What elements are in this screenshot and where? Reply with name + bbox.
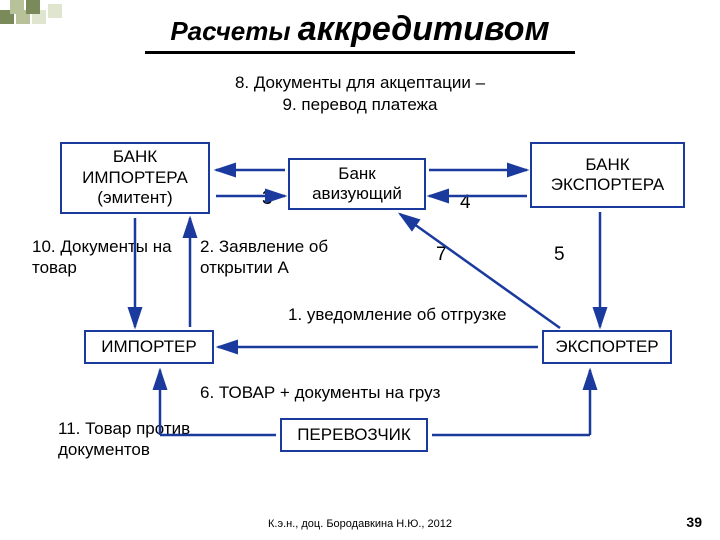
subtitle-line1: 8. Документы для акцептации – (235, 73, 485, 92)
node-carrier: ПЕРЕВОЗЧИК (280, 418, 428, 452)
label-notice: 1. уведомление об отгрузке (288, 304, 506, 325)
node-text: ПЕРЕВОЗЧИК (297, 425, 411, 445)
label-goods-docs: 6. ТОВАР + документы на груз (200, 382, 440, 403)
num-3: 3 (262, 188, 273, 210)
node-text: ИМПОРТЕР (101, 337, 196, 357)
num-4: 4 (460, 192, 471, 214)
node-text: Банк авизующий (294, 164, 420, 205)
title-underline (145, 51, 575, 54)
label-application: 2. Заявление об открытии А (200, 236, 360, 279)
node-bank-importer: БАНК ИМПОРТЕРА (эмитент) (60, 142, 210, 214)
subtitle-line2: 9. перевод платежа (283, 95, 438, 114)
corner-decoration (0, 0, 90, 30)
node-text: БАНК ЭКСПОРТЕРА (536, 155, 679, 196)
num-7: 7 (436, 244, 447, 266)
footer-credit: К.э.н., доц. Бородавкина Н.Ю., 2012 (0, 518, 720, 530)
label-docs-goods: 10. Документы на товар (32, 236, 182, 279)
num-5: 5 (554, 244, 565, 266)
title-part1: Расчеты (170, 16, 297, 46)
node-bank-exporter: БАНК ЭКСПОРТЕРА (530, 142, 685, 208)
node-text: БАНК ИМПОРТЕРА (эмитент) (66, 147, 204, 208)
page-number: 39 (686, 514, 702, 530)
slide-title: Расчеты аккредитивом (0, 0, 720, 49)
label-goods-vs: 11. Товар против документов (58, 418, 238, 461)
subtitle: 8. Документы для акцептации – 9. перевод… (0, 72, 720, 116)
title-part2: аккредитивом (298, 10, 550, 48)
node-exporter: ЭКСПОРТЕР (542, 330, 672, 364)
node-importer: ИМПОРТЕР (84, 330, 214, 364)
node-bank-advising: Банк авизующий (288, 158, 426, 210)
node-text: ЭКСПОРТЕР (555, 337, 658, 357)
